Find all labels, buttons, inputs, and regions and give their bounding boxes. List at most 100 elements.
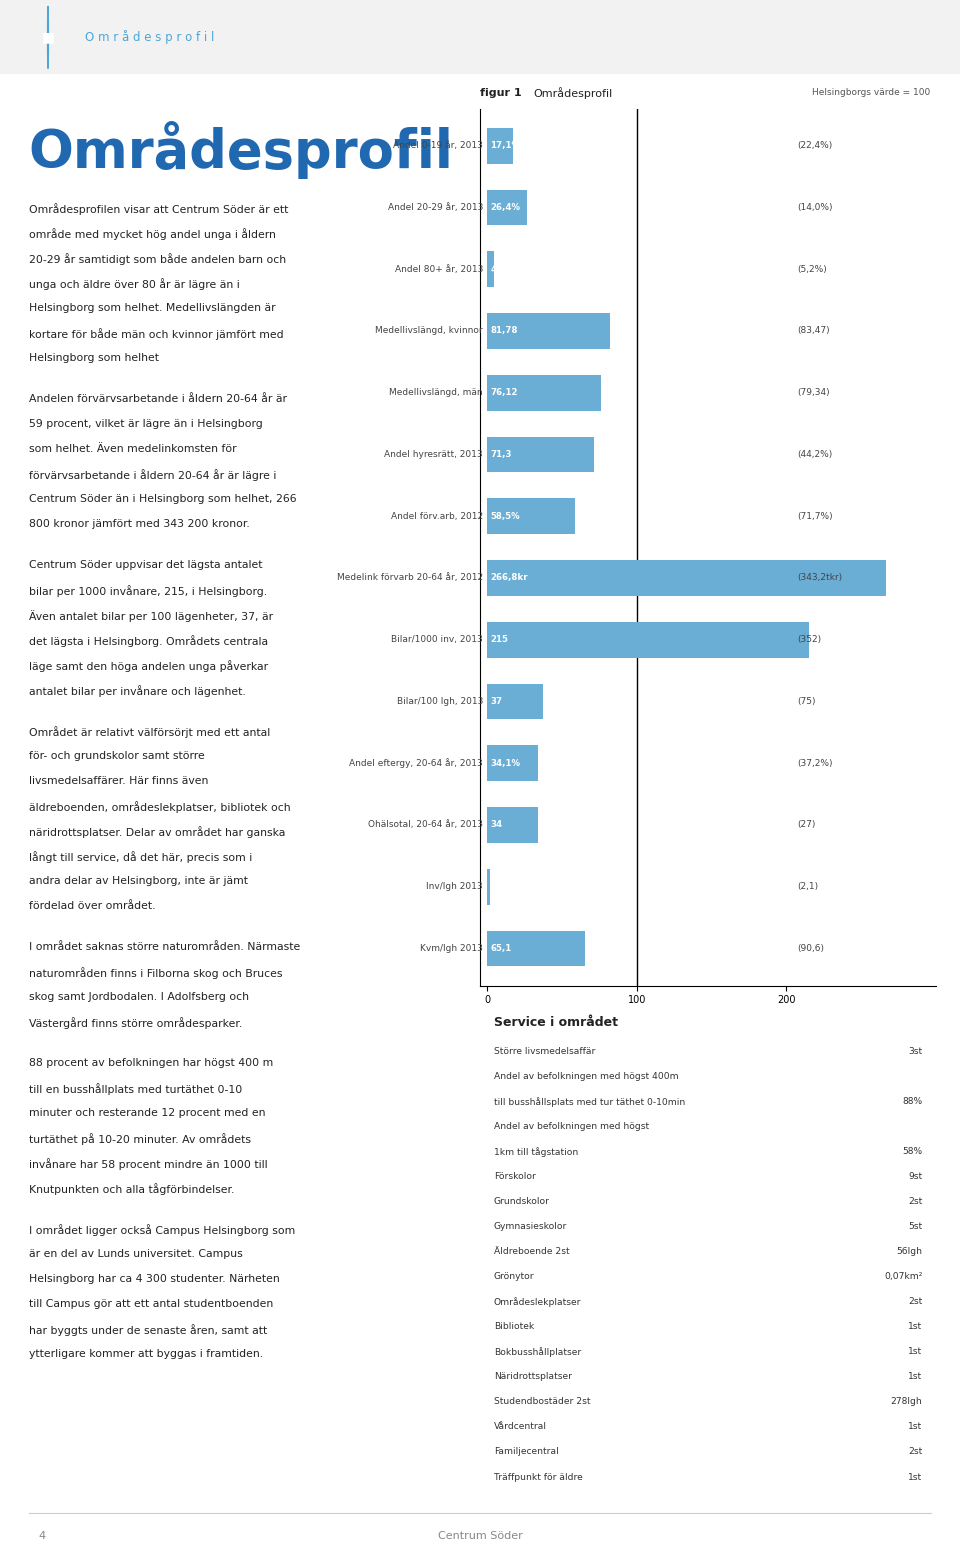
Text: figur 1: figur 1 (480, 88, 521, 98)
Text: 2st: 2st (908, 1297, 923, 1307)
Bar (488, 807, 539, 843)
Text: Helsingborg som helhet. Medellivslängden är: Helsingborg som helhet. Medellivslängden… (29, 303, 276, 314)
Text: Grundskolor: Grundskolor (493, 1197, 550, 1206)
Text: till en busshållplats med turtäthet 0-10: till en busshållplats med turtäthet 0-10 (29, 1083, 242, 1094)
Text: Medellivslängd, kvinnor: Medellivslängd, kvinnor (375, 326, 483, 335)
Text: 1km till tågstation: 1km till tågstation (493, 1147, 578, 1156)
Text: antalet bilar per invånare och lägenhet.: antalet bilar per invånare och lägenhet. (29, 684, 246, 697)
Text: det lägsta i Helsingborg. Områdets centrala: det lägsta i Helsingborg. Områdets centr… (29, 635, 268, 647)
Text: (27): (27) (797, 821, 815, 829)
FancyBboxPatch shape (0, 0, 960, 74)
Text: 58,5%: 58,5% (491, 512, 520, 521)
Text: Helsingborgs värde = 100: Helsingborgs värde = 100 (812, 88, 930, 98)
Text: Bibliotek: Bibliotek (493, 1322, 534, 1332)
Bar (488, 374, 601, 411)
Text: Andelen förvärvsarbetande i åldern 20-64 år är: Andelen förvärvsarbetande i åldern 20-64… (29, 394, 287, 404)
Text: bilar per 1000 invånare, 215, i Helsingborg.: bilar per 1000 invånare, 215, i Helsingb… (29, 585, 267, 598)
Text: 266,8kr: 266,8kr (491, 573, 528, 582)
Text: Inv/lgh 2013: Inv/lgh 2013 (426, 882, 483, 891)
Text: 0,07km²: 0,07km² (884, 1273, 923, 1280)
Text: 800 kronor jämfört med 343 200 kronor.: 800 kronor jämfört med 343 200 kronor. (29, 518, 250, 529)
Text: andra delar av Helsingborg, inte är jämt: andra delar av Helsingborg, inte är jämt (29, 875, 248, 886)
Text: minuter och resterande 12 procent med en: minuter och resterande 12 procent med en (29, 1108, 265, 1117)
Text: 2st: 2st (908, 1448, 923, 1456)
Text: Andel eftergy, 20-64 år, 2013: Andel eftergy, 20-64 år, 2013 (349, 759, 483, 768)
Text: Kvm/lgh 2013: Kvm/lgh 2013 (420, 944, 483, 953)
Text: Helsingborg har ca 4 300 studenter. Närheten: Helsingborg har ca 4 300 studenter. Närh… (29, 1274, 279, 1284)
Text: (343,2tkr): (343,2tkr) (797, 573, 842, 582)
Text: till busshållsplats med tur täthet 0-10min: till busshållsplats med tur täthet 0-10m… (493, 1097, 684, 1107)
Text: Bilar/100 lgh, 2013: Bilar/100 lgh, 2013 (396, 697, 483, 706)
Bar (488, 251, 493, 287)
Text: (5,2%): (5,2%) (797, 265, 827, 273)
Text: (75): (75) (797, 697, 815, 706)
Text: Ohälsotal, 20-64 år, 2013: Ohälsotal, 20-64 år, 2013 (368, 821, 483, 829)
Text: 34,1%: 34,1% (491, 759, 520, 768)
Bar (488, 931, 585, 967)
Text: turtäthet på 10-20 minuter. Av områdets: turtäthet på 10-20 minuter. Av områdets (29, 1133, 251, 1145)
Text: 76,12: 76,12 (491, 388, 518, 397)
Text: 9st: 9st (908, 1172, 923, 1181)
Text: (22,4%): (22,4%) (797, 141, 832, 151)
Bar (488, 498, 575, 534)
Text: är en del av Lunds universitet. Campus: är en del av Lunds universitet. Campus (29, 1249, 243, 1259)
Text: Äldreboende 2st: Äldreboende 2st (493, 1246, 569, 1256)
Text: område med mycket hög andel unga i åldern: område med mycket hög andel unga i ålder… (29, 228, 276, 241)
Text: invånare har 58 procent mindre än 1000 till: invånare har 58 procent mindre än 1000 t… (29, 1158, 268, 1170)
Bar (488, 436, 594, 472)
Text: (352): (352) (797, 635, 821, 644)
Text: Även antalet bilar per 100 lägenheter, 37, är: Även antalet bilar per 100 lägenheter, 3… (29, 610, 273, 622)
Bar (488, 560, 886, 596)
Text: långt till service, då det här, precis som i: långt till service, då det här, precis s… (29, 850, 252, 863)
Text: livsmedelsaffärer. Här finns även: livsmedelsaffärer. Här finns även (29, 776, 208, 785)
Text: 81,78: 81,78 (491, 326, 518, 335)
Text: (37,2%): (37,2%) (797, 759, 832, 768)
Text: 215: 215 (491, 635, 509, 644)
Text: 1,6: 1,6 (491, 882, 506, 891)
Text: 4: 4 (38, 1532, 45, 1541)
Text: Bilar/1000 inv, 2013: Bilar/1000 inv, 2013 (392, 635, 483, 644)
Text: 26,4%: 26,4% (491, 203, 520, 213)
Text: Västergård finns större områdesparker.: Västergård finns större områdesparker. (29, 1017, 242, 1029)
Text: 71,3: 71,3 (491, 450, 512, 459)
Text: 3st: 3st (908, 1046, 923, 1055)
Text: Större livsmedelsaffär: Större livsmedelsaffär (493, 1046, 595, 1055)
Text: Områdeslekplatser: Områdeslekplatser (493, 1297, 581, 1307)
Text: 1st: 1st (908, 1372, 923, 1381)
Text: Träffpunkt för äldre: Träffpunkt för äldre (493, 1473, 583, 1482)
Text: Andel 0-19 år, 2013: Andel 0-19 år, 2013 (393, 141, 483, 151)
Text: 5st: 5st (908, 1221, 923, 1231)
Text: 20-29 år samtidigt som både andelen barn och: 20-29 år samtidigt som både andelen barn… (29, 253, 286, 265)
Text: 88%: 88% (902, 1097, 923, 1105)
Text: naturområden finns i Filborna skog och Bruces: naturområden finns i Filborna skog och B… (29, 967, 282, 979)
Text: Centrum Söder: Centrum Söder (438, 1532, 522, 1541)
Text: (71,7%): (71,7%) (797, 512, 832, 521)
Text: Grönytor: Grönytor (493, 1273, 535, 1280)
Text: äldreboenden, områdeslekplatser, bibliotek och: äldreboenden, områdeslekplatser, bibliot… (29, 801, 291, 813)
Text: 56lgh: 56lgh (897, 1246, 923, 1256)
Bar (488, 189, 527, 225)
Text: Vårdcentral: Vårdcentral (493, 1422, 546, 1431)
Text: förvärvsarbetande i åldern 20-64 år är lägre i: förvärvsarbetande i åldern 20-64 år är l… (29, 469, 276, 481)
Text: Centrum Söder än i Helsingborg som helhet, 266: Centrum Söder än i Helsingborg som helhe… (29, 494, 297, 504)
Text: (44,2%): (44,2%) (797, 450, 832, 459)
Text: Gymnasieskolor: Gymnasieskolor (493, 1221, 567, 1231)
Text: 17,1%: 17,1% (491, 141, 520, 151)
Text: Området är relativt välförsörjt med ett antal: Området är relativt välförsörjt med ett … (29, 726, 270, 737)
Bar (488, 745, 539, 781)
Text: Andel av befolkningen med högst 400m: Andel av befolkningen med högst 400m (493, 1071, 679, 1080)
Text: till Campus gör att ett antal studentboenden: till Campus gör att ett antal studentboe… (29, 1299, 273, 1308)
Text: 1st: 1st (908, 1422, 923, 1431)
Bar (488, 314, 610, 349)
Bar (488, 622, 809, 658)
Text: Familjecentral: Familjecentral (493, 1448, 559, 1456)
Text: (83,47): (83,47) (797, 326, 829, 335)
Text: Andel 80+ år, 2013: Andel 80+ år, 2013 (395, 265, 483, 273)
Text: I området saknas större naturområden. Närmaste: I området saknas större naturområden. Nä… (29, 942, 300, 951)
Text: Områdesprofilen visar att Centrum Söder är ett: Områdesprofilen visar att Centrum Söder … (29, 203, 288, 214)
Bar (488, 683, 542, 720)
Text: 88 procent av befolkningen har högst 400 m: 88 procent av befolkningen har högst 400… (29, 1058, 273, 1068)
Text: unga och äldre över 80 år är lägre än i: unga och äldre över 80 år är lägre än i (29, 278, 240, 290)
Text: ■: ■ (41, 29, 55, 45)
Text: ytterligare kommer att byggas i framtiden.: ytterligare kommer att byggas i framtide… (29, 1349, 263, 1358)
